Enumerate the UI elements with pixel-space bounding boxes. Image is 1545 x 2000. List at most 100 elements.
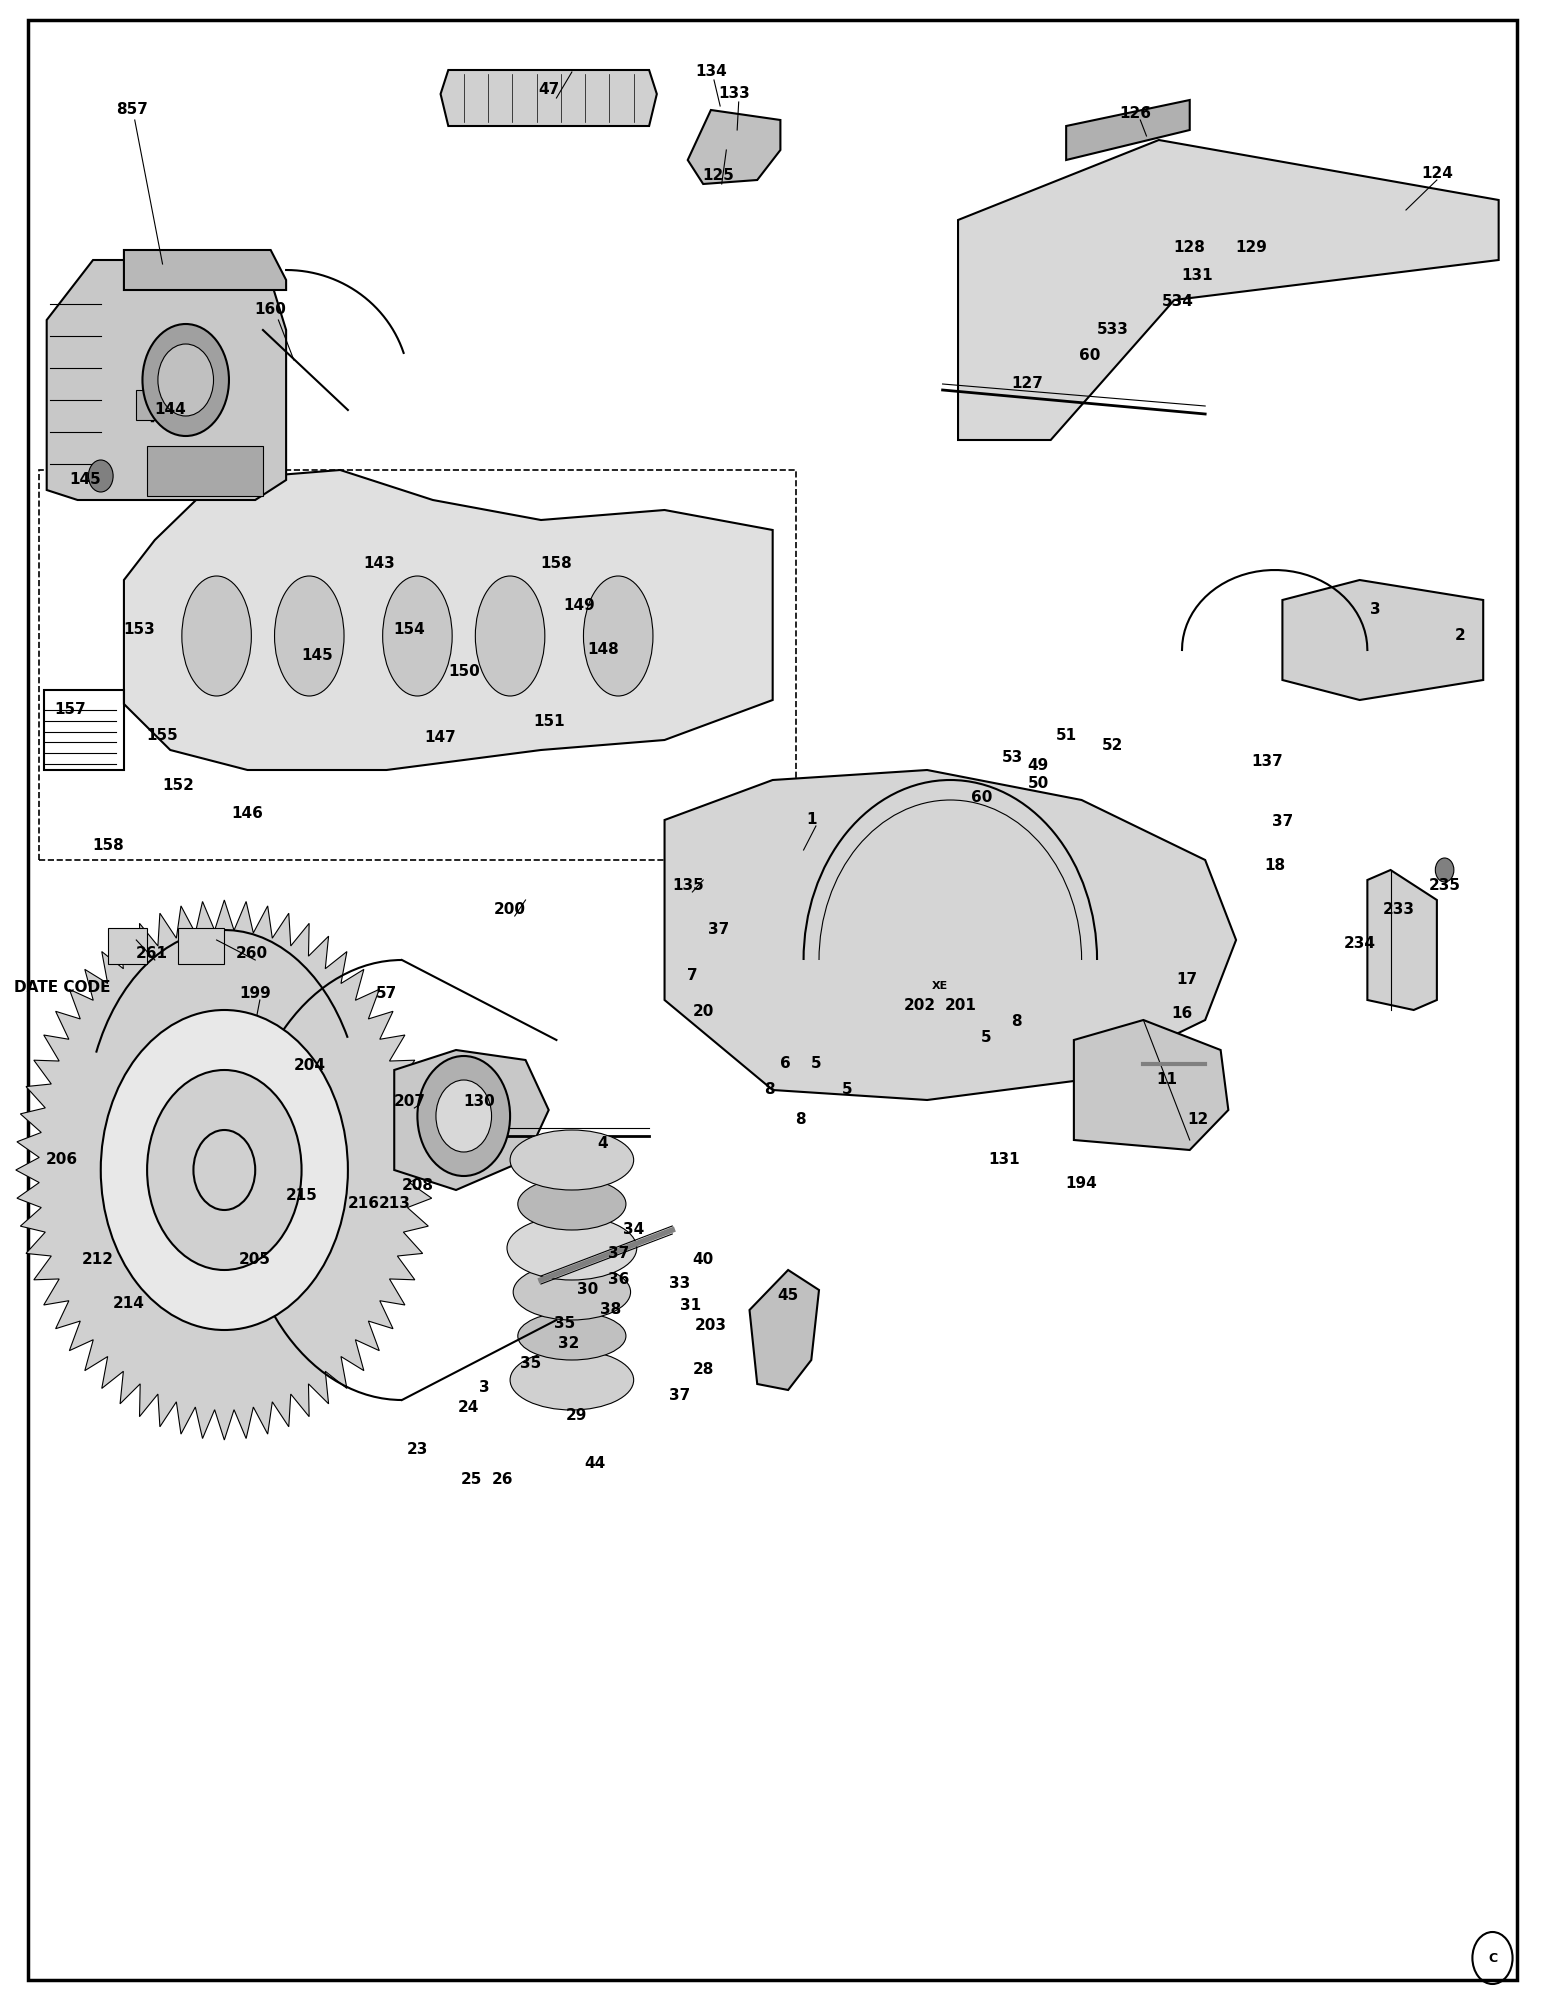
Text: 135: 135 <box>672 878 703 894</box>
Text: 57: 57 <box>375 986 397 1002</box>
Text: 2: 2 <box>1455 628 1465 644</box>
Text: 25: 25 <box>460 1472 482 1488</box>
Text: 24: 24 <box>457 1400 479 1416</box>
Ellipse shape <box>383 576 453 696</box>
Text: 47: 47 <box>538 82 559 98</box>
Text: 202: 202 <box>904 998 935 1014</box>
Text: 157: 157 <box>54 702 85 718</box>
FancyBboxPatch shape <box>136 390 167 420</box>
Text: 145: 145 <box>70 472 100 488</box>
Circle shape <box>100 1010 348 1330</box>
Polygon shape <box>749 1270 819 1390</box>
Polygon shape <box>688 110 780 184</box>
Text: 857: 857 <box>116 102 148 118</box>
Text: 124: 124 <box>1421 166 1452 182</box>
Polygon shape <box>1367 870 1437 1010</box>
Circle shape <box>1435 858 1454 882</box>
Text: 534: 534 <box>1162 294 1193 310</box>
Text: 6: 6 <box>780 1056 791 1072</box>
Polygon shape <box>124 250 286 290</box>
Text: 40: 40 <box>692 1252 714 1268</box>
Text: 44: 44 <box>584 1456 606 1472</box>
Text: 5: 5 <box>811 1056 822 1072</box>
Text: 234: 234 <box>1344 936 1375 952</box>
Text: 144: 144 <box>154 402 185 418</box>
Text: 5: 5 <box>842 1082 853 1098</box>
Polygon shape <box>1282 580 1483 700</box>
Text: 130: 130 <box>464 1094 494 1110</box>
Text: 37: 37 <box>1272 814 1293 830</box>
Text: 158: 158 <box>93 838 124 854</box>
Text: 216: 216 <box>348 1196 380 1212</box>
Text: 16: 16 <box>1171 1006 1193 1022</box>
FancyBboxPatch shape <box>178 928 224 964</box>
FancyBboxPatch shape <box>108 928 147 964</box>
Text: 3: 3 <box>1370 602 1380 618</box>
Text: 20: 20 <box>692 1004 714 1020</box>
Ellipse shape <box>510 1130 633 1190</box>
Text: 37: 37 <box>607 1246 629 1262</box>
Circle shape <box>436 1080 491 1152</box>
FancyBboxPatch shape <box>147 446 263 496</box>
Text: 200: 200 <box>494 902 527 918</box>
Text: 207: 207 <box>394 1094 426 1110</box>
Text: 158: 158 <box>541 556 572 572</box>
Text: 3: 3 <box>479 1380 490 1396</box>
Polygon shape <box>15 900 433 1440</box>
Text: 204: 204 <box>294 1058 326 1074</box>
Polygon shape <box>958 140 1499 440</box>
Text: 260: 260 <box>236 946 269 962</box>
Text: 34: 34 <box>623 1222 644 1238</box>
Text: 145: 145 <box>301 648 332 664</box>
Text: 35: 35 <box>553 1316 575 1332</box>
Text: 51: 51 <box>1055 728 1077 744</box>
Text: 60: 60 <box>970 790 992 806</box>
Text: 33: 33 <box>669 1276 691 1292</box>
Text: 8: 8 <box>796 1112 806 1128</box>
Text: 205: 205 <box>239 1252 272 1268</box>
Text: 53: 53 <box>1001 750 1023 766</box>
Text: XE: XE <box>932 980 947 990</box>
Text: 148: 148 <box>587 642 618 658</box>
Text: 131: 131 <box>1182 268 1213 284</box>
Circle shape <box>88 460 113 492</box>
Text: 151: 151 <box>533 714 564 730</box>
Circle shape <box>158 344 213 416</box>
Text: 261: 261 <box>136 946 168 962</box>
Text: 146: 146 <box>232 806 264 822</box>
Text: 233: 233 <box>1383 902 1414 918</box>
Circle shape <box>147 1070 301 1270</box>
Text: 149: 149 <box>564 598 595 614</box>
Text: 30: 30 <box>576 1282 598 1298</box>
Polygon shape <box>1066 100 1190 160</box>
Text: 147: 147 <box>425 730 456 746</box>
Text: 26: 26 <box>491 1472 513 1488</box>
Circle shape <box>417 1056 510 1176</box>
Ellipse shape <box>275 576 345 696</box>
Text: 37: 37 <box>669 1388 691 1404</box>
Text: 45: 45 <box>777 1288 799 1304</box>
Text: 7: 7 <box>688 968 698 984</box>
Text: C: C <box>1488 1952 1497 1964</box>
Polygon shape <box>46 260 286 500</box>
Text: 49: 49 <box>1027 758 1049 774</box>
Ellipse shape <box>507 1216 637 1280</box>
Text: 125: 125 <box>703 168 734 184</box>
Text: 533: 533 <box>1097 322 1128 338</box>
Text: 208: 208 <box>402 1178 434 1194</box>
Text: 131: 131 <box>989 1152 1020 1168</box>
Text: DATE CODE: DATE CODE <box>14 980 110 996</box>
Circle shape <box>142 324 229 436</box>
Text: 150: 150 <box>448 664 479 680</box>
Text: 52: 52 <box>1102 738 1123 754</box>
Polygon shape <box>440 70 657 126</box>
Text: 127: 127 <box>1012 376 1043 392</box>
Text: 32: 32 <box>558 1336 579 1352</box>
Text: 23: 23 <box>406 1442 428 1458</box>
Text: 18: 18 <box>1264 858 1285 874</box>
Text: 214: 214 <box>113 1296 145 1312</box>
Text: 203: 203 <box>695 1318 726 1334</box>
Text: 153: 153 <box>124 622 154 638</box>
Ellipse shape <box>510 1350 633 1410</box>
Text: 31: 31 <box>680 1298 701 1314</box>
